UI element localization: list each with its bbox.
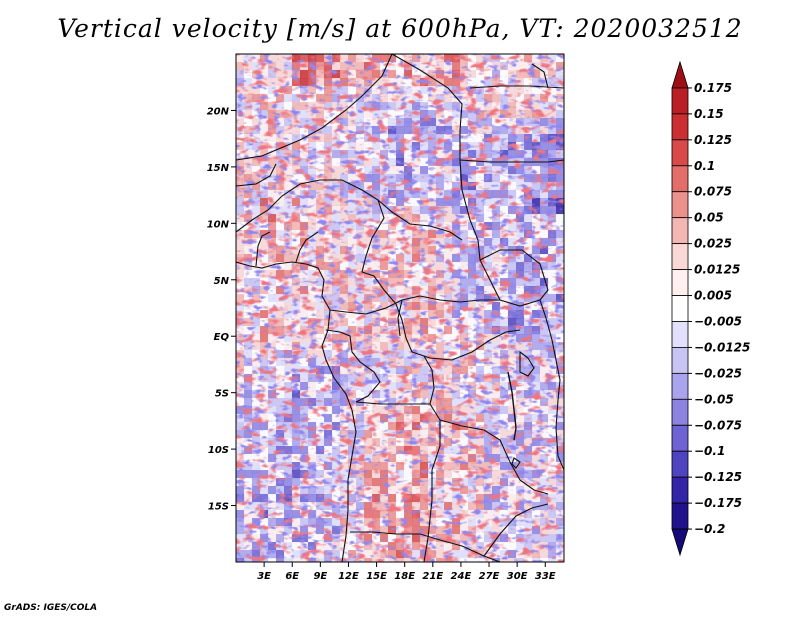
colorbar-label: −0.0125 xyxy=(694,340,750,354)
colorbar-swatch xyxy=(671,450,689,478)
lon-label: 6E xyxy=(285,571,299,582)
grads-credit: GrADS: IGES/COLA xyxy=(4,603,98,613)
colorbar-label: 0.0125 xyxy=(694,263,740,277)
colorbar-swatch xyxy=(671,113,689,141)
colorbar-label: −0.025 xyxy=(694,366,742,380)
lon-label: 9E xyxy=(313,571,327,582)
lon-label: 27E xyxy=(479,571,500,582)
lat-label: 10S xyxy=(208,445,229,456)
colorbar-label: 0.075 xyxy=(694,185,732,199)
colorbar-label: 0.025 xyxy=(694,237,732,251)
colorbar-label: −0.125 xyxy=(694,470,742,484)
colorbar-label: 0.05 xyxy=(694,211,724,225)
lon-label: 21E xyxy=(422,571,443,582)
latitude-axis: 20N 15N 10N 5N EQ 5S 10S 15S xyxy=(207,106,236,513)
lat-label: 10N xyxy=(207,219,230,230)
colorbar-label: 0.15 xyxy=(694,107,724,121)
map-title: Vertical velocity [m/s] at 600hPa, VT: 2… xyxy=(57,14,743,43)
lon-label: 30E xyxy=(507,571,528,582)
colorbar-label: −0.2 xyxy=(694,522,725,536)
colorbar-swatch xyxy=(671,60,689,89)
map-frame xyxy=(235,53,565,563)
colorbar-swatch xyxy=(671,528,689,557)
lat-label: 15S xyxy=(208,502,229,513)
colorbar-swatch xyxy=(671,398,689,426)
colorbar-label: −0.005 xyxy=(694,314,742,328)
colorbar-swatch xyxy=(671,295,689,322)
colorbar-swatch xyxy=(671,502,689,530)
color-legend: 0.175 0.15 0.125 0.1 0.075 0.05 0.025 0.0125 0.0… xyxy=(671,60,750,557)
colorbar-label: 0.125 xyxy=(694,133,732,147)
lon-label: 33E xyxy=(535,571,556,582)
colorbar-swatch xyxy=(671,372,689,400)
colorbar-swatch xyxy=(671,476,689,504)
colorbar-label: 0.175 xyxy=(694,81,732,95)
colorbar-swatch xyxy=(671,347,689,374)
lat-label: 5N xyxy=(214,276,230,287)
colorbar-label: −0.05 xyxy=(694,392,734,406)
colorbar-label: 0.1 xyxy=(694,159,715,173)
colorbar-swatch xyxy=(671,139,689,167)
lat-label: EQ xyxy=(214,332,230,343)
lat-label: 5S xyxy=(215,389,229,400)
lon-label: 3E xyxy=(257,571,271,582)
lon-label: 15E xyxy=(366,571,387,582)
country-borders xyxy=(236,54,564,562)
lat-label: 20N xyxy=(207,106,230,117)
lon-label: 18E xyxy=(394,571,415,582)
lat-label: 15N xyxy=(207,163,230,174)
lon-label: 24E xyxy=(451,571,472,582)
colorbar-swatch xyxy=(671,191,689,219)
colorbar-swatch xyxy=(671,165,689,193)
colorbar-swatch xyxy=(671,243,689,270)
colorbar-label: −0.175 xyxy=(694,496,742,510)
colorbar-label: 0.005 xyxy=(694,289,732,303)
colorbar-swatch xyxy=(671,217,689,245)
longitude-axis: 3E 6E 9E 12E 15E 18E 21E 24E 27E 30E 33E xyxy=(257,562,556,582)
colorbar-label: −0.075 xyxy=(694,418,742,432)
lon-label: 12E xyxy=(338,571,359,582)
colorbar-swatch xyxy=(671,321,689,348)
colorbar-swatch xyxy=(671,424,689,452)
colorbar-swatch xyxy=(671,87,689,115)
colorbar-swatch xyxy=(671,269,689,296)
colorbar-label: −0.1 xyxy=(694,444,725,458)
